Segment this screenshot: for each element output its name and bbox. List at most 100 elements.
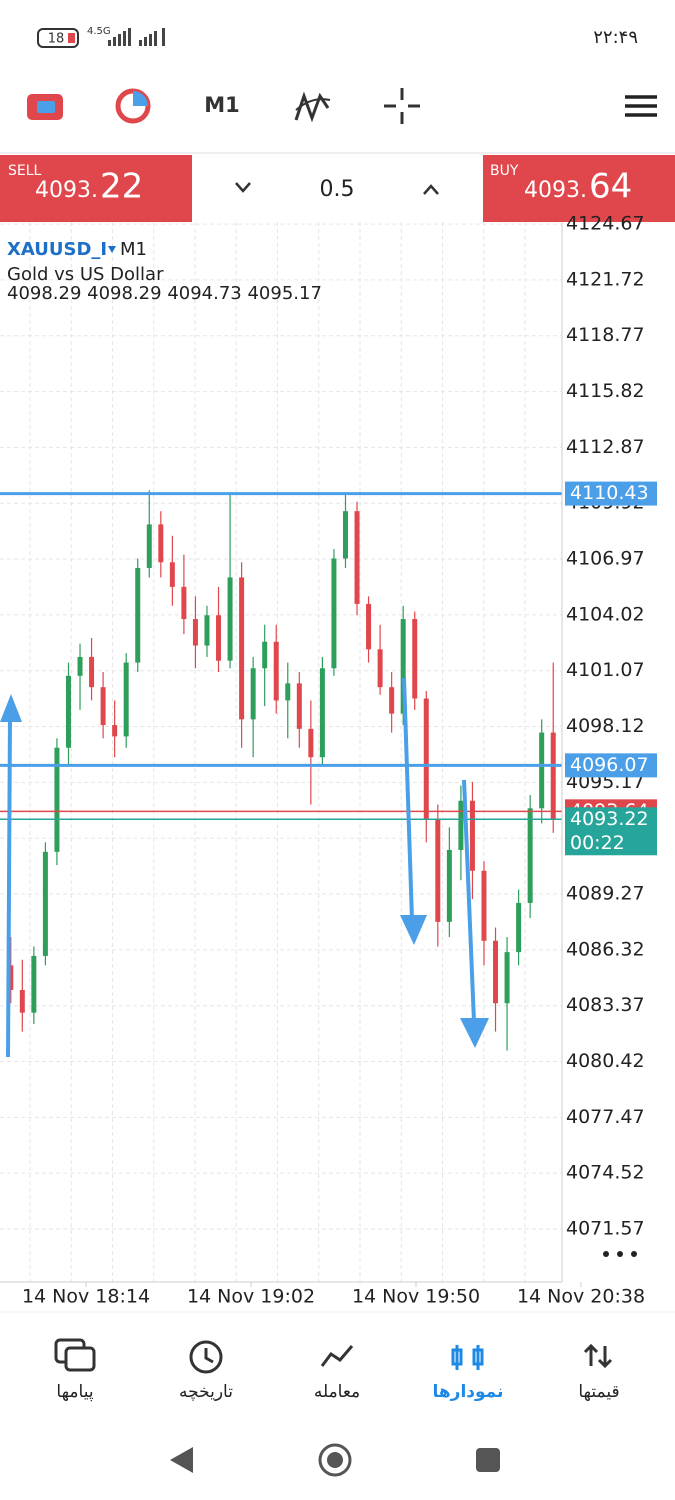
y-tick-label: 4106.97 [566,548,645,570]
price-label: 4096.07 [570,754,649,776]
candle-body [19,989,25,1013]
axis: 4124.674121.724118.774115.824112.874109.… [22,213,657,1308]
candle-body [158,524,164,563]
candle-body [504,952,510,1004]
x-tick-label: 14 Nov 19:02 [187,1286,315,1308]
candle-body [423,698,429,820]
symbol-dropdown[interactable] [108,246,116,253]
candle-body [42,851,48,956]
bid-timer: 00:22 [570,832,625,854]
timeframe-button[interactable]: M1 [204,93,240,117]
price-label: 4110.43 [570,482,649,504]
price-label: 4093.22 [570,808,649,830]
more-dots[interactable] [603,1251,637,1257]
crosshair-icon[interactable] [384,88,420,124]
nav-label[interactable]: پیامها [56,1382,93,1402]
chart-timeframe: M1 [120,239,147,260]
nav-label[interactable]: تاریخچه [179,1382,233,1402]
candle-body [435,819,441,922]
candle-body [250,668,256,720]
y-tick-label: 4074.52 [566,1162,645,1184]
symbol-description: Gold vs US Dollar [7,264,164,285]
candle-body [354,511,360,604]
candle-body [446,849,452,922]
candle-body [412,619,418,699]
candle-body [539,732,545,809]
candle-body [31,955,37,1013]
nav-icons [54,1338,613,1374]
candle-body [400,619,406,714]
sell-price: 4093. [35,178,98,203]
candle-body [135,567,141,663]
candle-body [65,675,71,748]
y-tick-label: 4118.77 [566,324,645,346]
candle-body [100,687,106,726]
recents-button[interactable] [476,1448,500,1472]
candle-body [319,668,325,758]
objects-icon-curve [295,98,331,111]
candle-body [342,511,348,559]
nav-label[interactable]: معامله [314,1382,360,1402]
sell-label: SELL [8,163,42,179]
candle-body [481,870,487,941]
candle-body [458,800,464,850]
y-tick-label: 4115.82 [566,380,645,402]
candle-body [146,524,152,568]
candle-body [169,562,175,587]
price-label-box [565,807,657,856]
home-button[interactable] [318,1443,352,1477]
trade-icon-inner [37,101,55,113]
back-button[interactable] [170,1447,193,1473]
grid [0,222,562,1282]
candle-body [262,641,268,669]
lot-size[interactable]: 0.5 [320,177,355,202]
candle-body [216,615,222,661]
y-tick-label: 4089.27 [566,883,645,905]
clock: ۲۲:۴۹ [593,27,638,48]
y-tick-label: 4104.02 [566,603,645,625]
candle-body [493,940,499,1004]
battery-level [68,33,75,43]
bottom-nav: پیامها تاریخچه معامله نمودارها قیمتها [56,1382,619,1402]
sell-price-big: 22 [100,167,143,207]
buy-button[interactable] [483,155,675,222]
menu-icon[interactable] [625,95,657,117]
ohlc-text: 4098.29 4098.29 4094.73 4095.17 [7,283,322,304]
lot-up[interactable] [423,184,439,195]
candle-body [366,603,372,650]
sell-button[interactable] [0,155,192,222]
y-tick-label: 4077.47 [566,1106,645,1128]
candle-body [527,808,533,903]
y-tick-label: 4080.42 [566,1050,645,1072]
candle-body [123,662,129,737]
candle-body [308,728,314,758]
candle-body [377,649,383,688]
candle-body [54,747,60,852]
battery-text: 18 [48,32,65,47]
lot-down[interactable] [235,182,251,193]
y-tick-label: 4101.07 [566,659,645,681]
buy-label: BUY [490,163,519,179]
x-tick-label: 14 Nov 18:14 [22,1286,150,1308]
price-label-box [565,753,657,778]
candle-body [112,725,118,737]
candle-body [273,641,279,701]
price-label-box [565,481,657,506]
nav-label[interactable]: قیمتها [578,1382,619,1402]
network-text: 4.5G [87,26,111,37]
y-tick-label: 4098.12 [566,715,645,737]
candle-body [192,619,198,646]
signal-icons [108,28,165,46]
candle-body [227,577,233,661]
candle-body [550,732,556,820]
candle-body [239,577,245,720]
candle-body [331,558,337,669]
candle-body [8,965,14,990]
symbol[interactable]: XAUUSD_I [7,239,107,260]
battery-icon [37,28,79,48]
candle-body [181,586,187,620]
candle-body [469,800,475,871]
nav-label[interactable]: نمودارها [433,1382,504,1402]
toolbar: M1 [27,88,657,124]
